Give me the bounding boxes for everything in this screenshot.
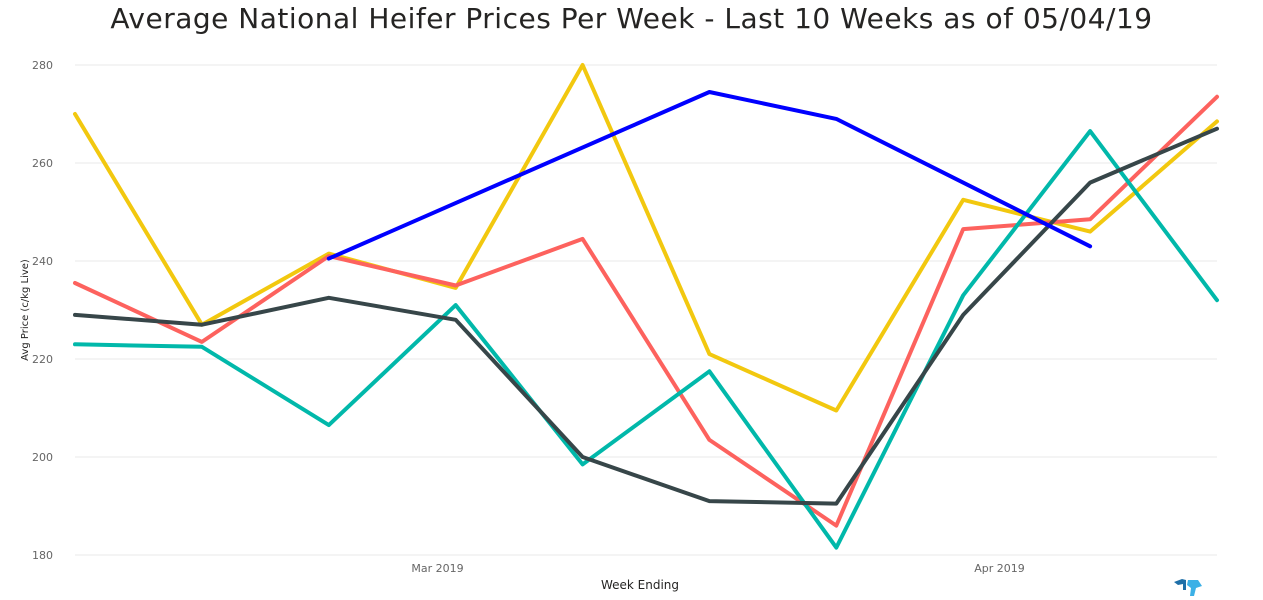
x-tick-label: Mar 2019 [411, 562, 463, 575]
y-axis-ticks: 180 200 220 240 260 280 [32, 59, 53, 562]
series-lines [73, 63, 1219, 550]
y-tick-label: 280 [32, 59, 53, 72]
x-axis-ticks: Mar 2019 Apr 2019 [411, 562, 1024, 575]
y-tick-label: 180 [32, 549, 53, 562]
x-tick-label: Apr 2019 [974, 562, 1025, 575]
series-line-5 [326, 90, 1093, 261]
y-tick-label: 200 [32, 451, 53, 464]
series-line-4 [73, 126, 1219, 506]
chart-title: Average National Heifer Prices Per Week … [110, 2, 1153, 35]
y-tick-label: 240 [32, 255, 53, 268]
y-tick-label: 260 [32, 157, 53, 170]
grid-lines [75, 64, 1217, 556]
series-line-2 [73, 94, 1219, 528]
logo-icon [1174, 579, 1202, 596]
x-axis-title: Week Ending [601, 578, 679, 592]
y-axis-title: Avg Price (c/kg Live) [20, 259, 31, 361]
y-tick-label: 220 [32, 353, 53, 366]
